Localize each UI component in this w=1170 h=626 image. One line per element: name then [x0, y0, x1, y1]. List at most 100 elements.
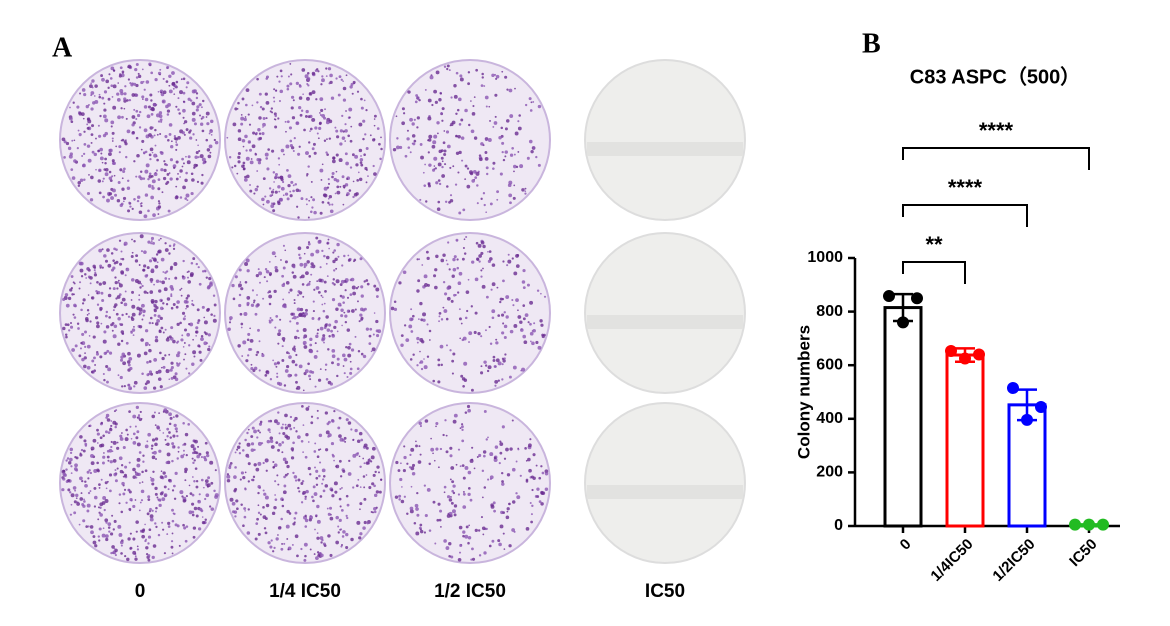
colony [499, 300, 502, 304]
colony [290, 447, 295, 451]
colony [492, 355, 496, 359]
colony [286, 538, 289, 540]
colony [303, 558, 307, 562]
colony [304, 518, 309, 523]
colony [246, 455, 250, 458]
colony [109, 489, 112, 493]
plate [389, 59, 551, 221]
colony [312, 300, 315, 303]
colony [410, 308, 413, 311]
colony [277, 185, 281, 189]
colony [307, 441, 310, 443]
colony [305, 407, 310, 411]
colony [252, 475, 256, 479]
colony [108, 148, 113, 153]
colony [191, 89, 196, 94]
colony [102, 434, 105, 438]
colony [445, 434, 448, 437]
colony [419, 361, 421, 364]
colony [141, 529, 145, 533]
colony [313, 151, 317, 155]
colony [444, 419, 447, 422]
colony [284, 434, 289, 439]
colony [471, 547, 474, 551]
colony [313, 450, 317, 453]
colony [168, 123, 173, 127]
colony [140, 204, 143, 208]
colony [226, 478, 231, 483]
colony [139, 176, 143, 181]
colony [466, 309, 469, 313]
colony [184, 467, 188, 472]
colony [487, 478, 490, 481]
colony [291, 359, 296, 364]
colony [76, 146, 79, 150]
colony [331, 494, 335, 498]
colony [342, 301, 345, 304]
colony [453, 255, 457, 259]
significance-bracket [902, 204, 1028, 227]
colony [285, 524, 290, 529]
colony [237, 101, 240, 105]
colony [452, 484, 456, 488]
colony [184, 353, 187, 356]
colony [108, 530, 111, 533]
colony [273, 100, 276, 103]
colony [203, 320, 208, 325]
colony [175, 143, 179, 147]
colony [99, 443, 103, 448]
column-label: 1/2 IC50 [434, 581, 506, 602]
colony [151, 455, 156, 460]
colony [246, 296, 249, 299]
colony [163, 552, 167, 555]
colony [88, 174, 90, 176]
colony [344, 314, 348, 318]
colony [464, 108, 468, 113]
colony [366, 282, 370, 286]
colony [183, 120, 188, 124]
colony [177, 172, 179, 175]
colony [394, 495, 399, 499]
colony [140, 80, 144, 85]
colony [294, 363, 298, 367]
colony [65, 468, 68, 471]
colony [313, 553, 316, 555]
colony [278, 163, 281, 166]
colony [301, 479, 305, 483]
colony [204, 441, 208, 445]
colony [191, 457, 194, 460]
colony [174, 427, 178, 431]
colony [84, 317, 89, 321]
colony [377, 329, 382, 334]
colony [293, 345, 296, 348]
colony [342, 98, 347, 102]
colony [336, 357, 340, 361]
colony [352, 180, 355, 183]
colony [136, 545, 139, 548]
colony [413, 139, 417, 143]
colony [467, 535, 472, 540]
colony [246, 338, 250, 342]
colony [113, 547, 116, 550]
colony [210, 119, 214, 124]
colony [535, 464, 538, 467]
panel-label: A [52, 32, 73, 63]
colony [373, 138, 376, 141]
colony [164, 354, 167, 357]
colony [157, 205, 162, 209]
colony [77, 129, 80, 132]
colony [530, 149, 534, 154]
colony [521, 367, 526, 372]
colony [263, 492, 267, 496]
colony [196, 105, 200, 109]
colony [205, 111, 210, 116]
colony [412, 142, 416, 146]
colony [254, 153, 258, 156]
colony [349, 367, 353, 371]
colony [130, 330, 133, 333]
colony [295, 321, 299, 325]
colony [137, 472, 141, 477]
colony [272, 550, 275, 553]
colony [488, 250, 492, 253]
colony [511, 419, 514, 422]
